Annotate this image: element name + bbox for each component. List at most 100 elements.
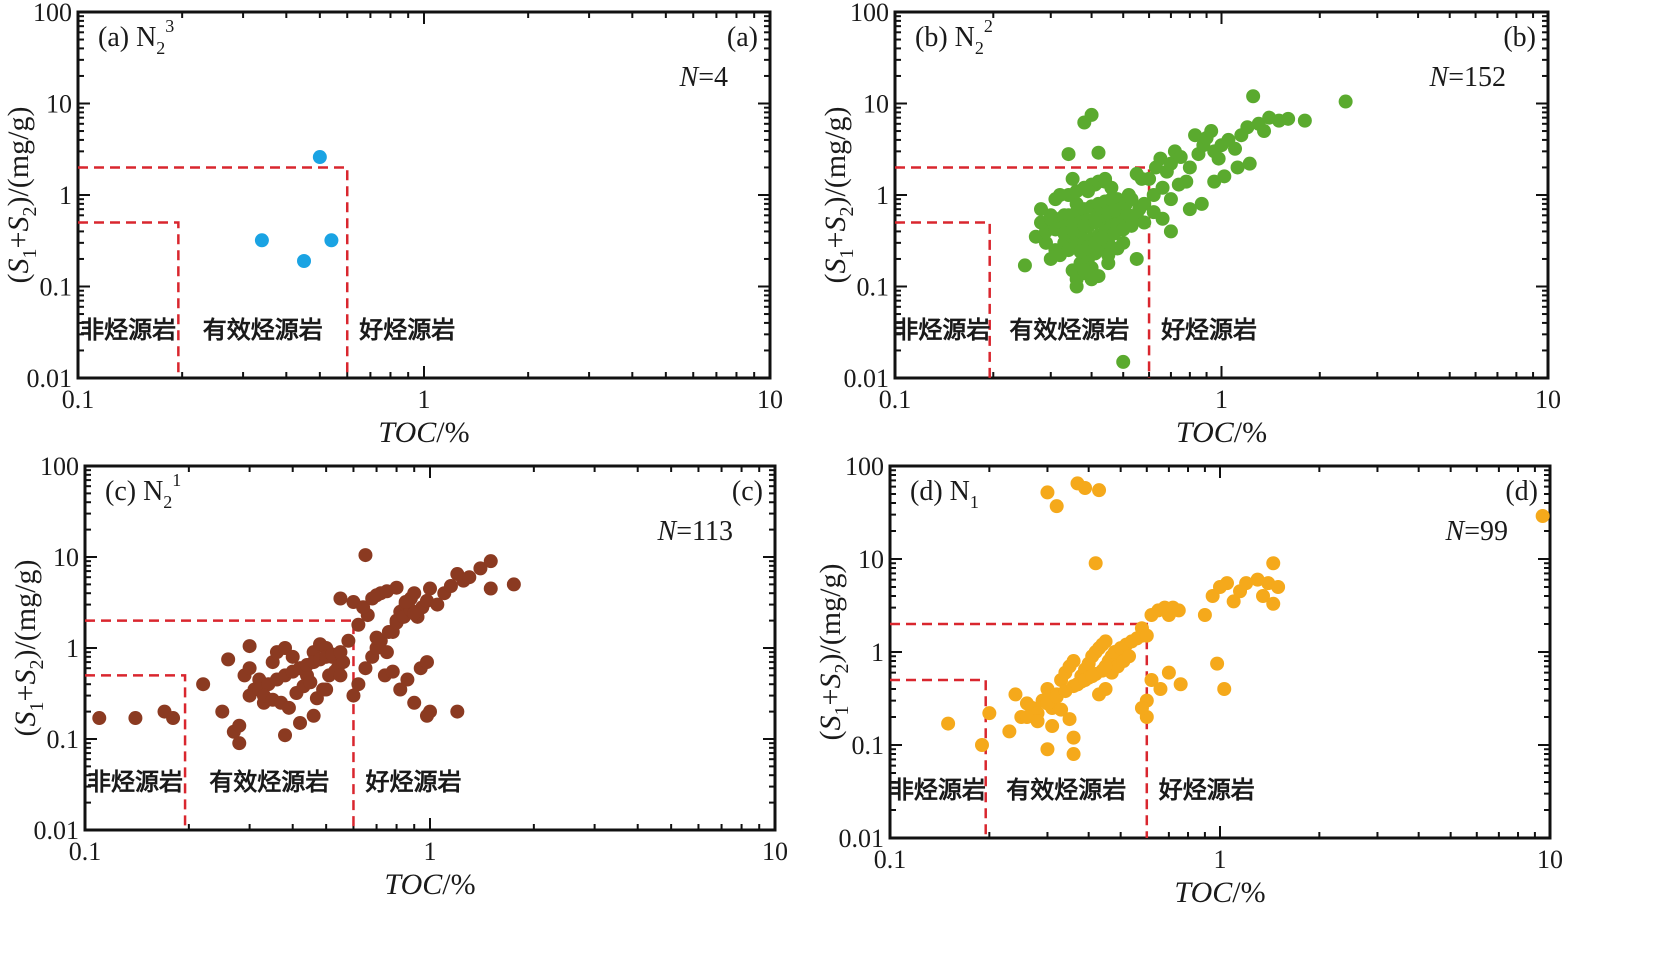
data-point [1134,700,1149,715]
data-point [1045,719,1060,734]
x-axis-title: TOC/% [384,868,475,901]
panel-label: (a) N23 [98,16,174,58]
y-axis-title-part: S [814,715,847,730]
data-point [1085,669,1100,684]
data-point [1182,160,1197,175]
data-point [1040,485,1055,500]
x-axis-title-var: TOC [1176,416,1235,449]
zone-label: 非烃源岩 [890,776,986,804]
y-axis-title-part: ( [9,726,42,736]
data-point [1173,677,1188,692]
data-point [221,652,236,667]
data-point [166,711,181,726]
data-point [1098,634,1113,649]
y-axis-title-part: S [814,674,847,689]
sample-count-symbol: N [1445,516,1466,547]
y-axis-title-part: )/(mg/g) [819,107,852,207]
data-point [303,675,318,690]
data-point [1204,124,1219,139]
zone-label: 有效烃源岩 [1009,316,1129,344]
non-source-boundary [78,221,180,378]
panel-b: 0.1 1 100.010.1110100TOC/%(S1+S2)/(mg/g)非烃… [819,0,1561,449]
data-point [419,708,434,723]
y-tick-label: 100 [850,0,889,27]
data-point [1266,556,1281,571]
data-point [398,595,413,610]
panel-label-sup: 2 [984,16,993,36]
data-point [242,639,257,654]
data-point [1066,747,1081,762]
x-axis-title-unit: /% [1232,876,1265,909]
data-point [341,633,356,648]
panel-label-sub: 1 [970,492,979,512]
data-point [1226,594,1241,609]
y-axis-title-part: 1 [26,701,48,711]
data-point [1271,579,1286,594]
data-point [1535,508,1550,523]
panel-label: (d) N1 [910,476,979,512]
y-tick-label: 1 [876,181,889,210]
x-axis-title-unit: /% [442,868,475,901]
data-point [1107,203,1122,218]
data-point [1129,251,1144,266]
data-point [462,570,477,585]
effective-source-boundary [78,166,349,378]
data-point [1061,147,1076,162]
data-point [443,579,458,594]
y-axis-title: (S1+S2)/(mg/g) [2,107,41,284]
y-tick-label: 0.01 [34,816,80,845]
data-point [1098,171,1113,186]
data-point [285,649,300,664]
y-axis-title-part: ( [814,730,847,740]
data-point [1137,215,1152,230]
data-point [1142,171,1157,186]
data-point [1163,156,1178,171]
data-point [381,624,396,639]
y-axis-title-part: S [2,217,35,232]
data-point [1065,222,1080,237]
panel-label: (c) N21 [105,470,181,512]
zone-label: 非烃源岩 [80,316,176,344]
data-point [941,716,956,731]
data-point [1002,724,1017,739]
data-point [281,700,296,715]
corner-label: (a) [727,22,758,53]
data-point [333,668,348,683]
data-point [1101,256,1116,271]
zone-label: 好烃源岩 [358,316,455,344]
y-tick-label: 1 [66,634,79,663]
data-point [1139,628,1154,643]
data-point [1266,596,1281,611]
data-point [1078,481,1093,496]
data-point [1217,682,1232,697]
data-point [369,630,384,645]
data-point [1217,169,1232,184]
data-point [1161,665,1176,680]
data-point [1230,160,1245,175]
y-axis-title-part: 2 [26,660,48,670]
y-axis-title-part: 2 [19,207,41,217]
corner-label: (b) [1503,22,1536,53]
data-point [358,661,373,676]
non-source-boundary [895,221,991,378]
data-point [393,682,408,697]
y-tick-label: 10 [863,90,889,119]
y-axis-title-part: ( [2,273,35,283]
data-point [1219,576,1234,591]
data-point [1084,107,1099,122]
data-point [1077,263,1092,278]
y-tick-label: 0.1 [47,725,80,754]
data-point [1038,235,1053,250]
data-point [1250,572,1265,587]
data-point [974,738,989,752]
zone-label: 有效烃源岩 [1006,776,1126,804]
data-point [1049,499,1064,514]
panel-label-sub: 2 [156,38,165,58]
data-point [982,706,997,721]
data-point [473,561,488,576]
y-axis-title-part: + [814,689,847,706]
data-point [1098,682,1113,697]
corner-label: (d) [1505,476,1538,507]
sample-count-value: =152 [1448,62,1506,93]
sample-count-symbol: N [1429,62,1450,93]
